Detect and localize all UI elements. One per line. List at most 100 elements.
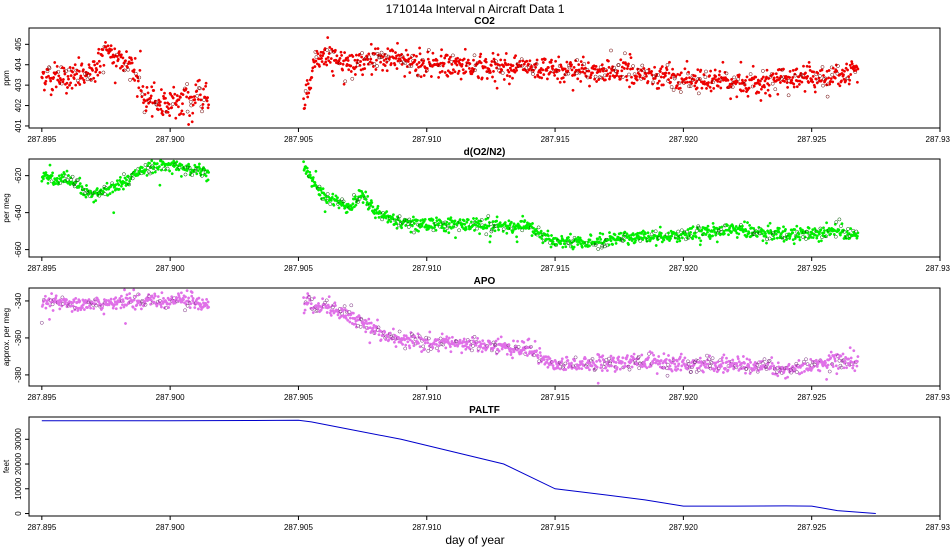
x-tick-label: 287.910 xyxy=(412,393,441,402)
x-tick-label: 287.905 xyxy=(284,523,313,532)
data-point xyxy=(848,63,852,67)
panel-title: d(O2/N2) xyxy=(464,147,506,158)
data-point xyxy=(72,182,77,187)
data-point xyxy=(632,233,636,237)
data-point xyxy=(185,95,189,99)
data-point xyxy=(456,72,460,75)
data-point xyxy=(545,77,549,81)
data-point xyxy=(119,294,123,298)
data-point xyxy=(653,357,657,361)
data-point xyxy=(627,234,631,238)
data-point xyxy=(764,91,767,95)
data-point xyxy=(197,296,201,300)
data-point xyxy=(795,67,799,71)
data-point xyxy=(91,68,95,72)
data-point xyxy=(489,229,494,234)
data-point xyxy=(319,188,323,192)
data-point xyxy=(187,165,192,170)
data-point xyxy=(385,210,389,214)
data-point xyxy=(465,220,469,224)
data-point xyxy=(70,174,75,179)
data-point xyxy=(621,356,625,360)
data-point xyxy=(366,194,370,198)
data-point xyxy=(188,99,193,104)
data-point xyxy=(735,362,739,365)
data-point xyxy=(468,62,472,66)
data-point xyxy=(711,234,715,238)
data-point xyxy=(79,74,83,78)
data-point xyxy=(538,351,542,355)
data-point xyxy=(314,59,318,63)
data-point xyxy=(324,57,328,61)
plot-frame xyxy=(28,158,941,258)
data-point xyxy=(848,346,852,350)
data-point xyxy=(343,51,347,55)
data-point xyxy=(303,308,307,312)
x-tick-label: 287.910 xyxy=(412,135,441,144)
data-point xyxy=(344,314,348,318)
data-point xyxy=(716,79,720,83)
data-point xyxy=(379,50,384,55)
data-point xyxy=(807,81,811,84)
data-point xyxy=(110,48,114,52)
data-point xyxy=(687,84,691,89)
data-point xyxy=(164,96,167,100)
data-point xyxy=(476,336,480,340)
data-point xyxy=(716,84,720,88)
data-point xyxy=(334,194,338,198)
data-point xyxy=(68,83,71,87)
data-point xyxy=(578,236,582,240)
data-point xyxy=(318,64,321,68)
y-axis-label: per meg xyxy=(2,193,11,222)
y-tick-label: 405 xyxy=(14,37,23,51)
data-point xyxy=(100,306,104,310)
data-point xyxy=(835,372,839,376)
x-tick-label: 287.905 xyxy=(284,393,313,402)
data-point xyxy=(462,337,466,341)
data-point xyxy=(170,295,174,299)
data-point xyxy=(747,231,751,235)
data-point xyxy=(176,105,180,109)
data-point xyxy=(627,243,630,246)
data-point xyxy=(101,48,105,52)
data-point xyxy=(394,345,398,349)
data-point xyxy=(81,68,85,72)
data-point xyxy=(849,227,853,231)
data-point xyxy=(636,354,641,359)
data-point xyxy=(127,182,131,187)
data-point xyxy=(132,288,136,292)
data-point xyxy=(463,344,467,348)
data-point xyxy=(486,345,490,349)
data-point xyxy=(373,216,377,220)
data-point xyxy=(384,338,388,342)
data-point xyxy=(792,82,796,86)
data-point xyxy=(54,294,58,298)
data-point xyxy=(57,174,61,178)
data-point xyxy=(502,78,506,81)
data-point xyxy=(149,94,153,98)
data-point xyxy=(726,368,730,372)
data-point xyxy=(694,235,698,239)
data-point xyxy=(593,74,598,79)
data-point xyxy=(609,239,613,243)
data-point xyxy=(184,295,187,299)
data-point xyxy=(468,347,472,351)
data-point xyxy=(540,76,544,80)
data-point xyxy=(41,177,45,181)
data-point xyxy=(817,240,821,243)
data-point xyxy=(342,82,346,86)
data-point xyxy=(645,69,649,74)
data-point xyxy=(158,183,162,187)
data-point xyxy=(551,240,555,244)
data-point xyxy=(327,195,331,199)
data-point xyxy=(570,361,573,365)
plot-frame xyxy=(28,27,941,129)
data-point xyxy=(824,77,828,81)
data-point xyxy=(327,52,331,55)
data-point xyxy=(748,72,753,76)
data-point xyxy=(690,81,694,85)
data-point xyxy=(822,226,825,230)
data-point xyxy=(343,79,348,84)
data-point xyxy=(521,214,525,218)
data-point xyxy=(642,67,646,70)
